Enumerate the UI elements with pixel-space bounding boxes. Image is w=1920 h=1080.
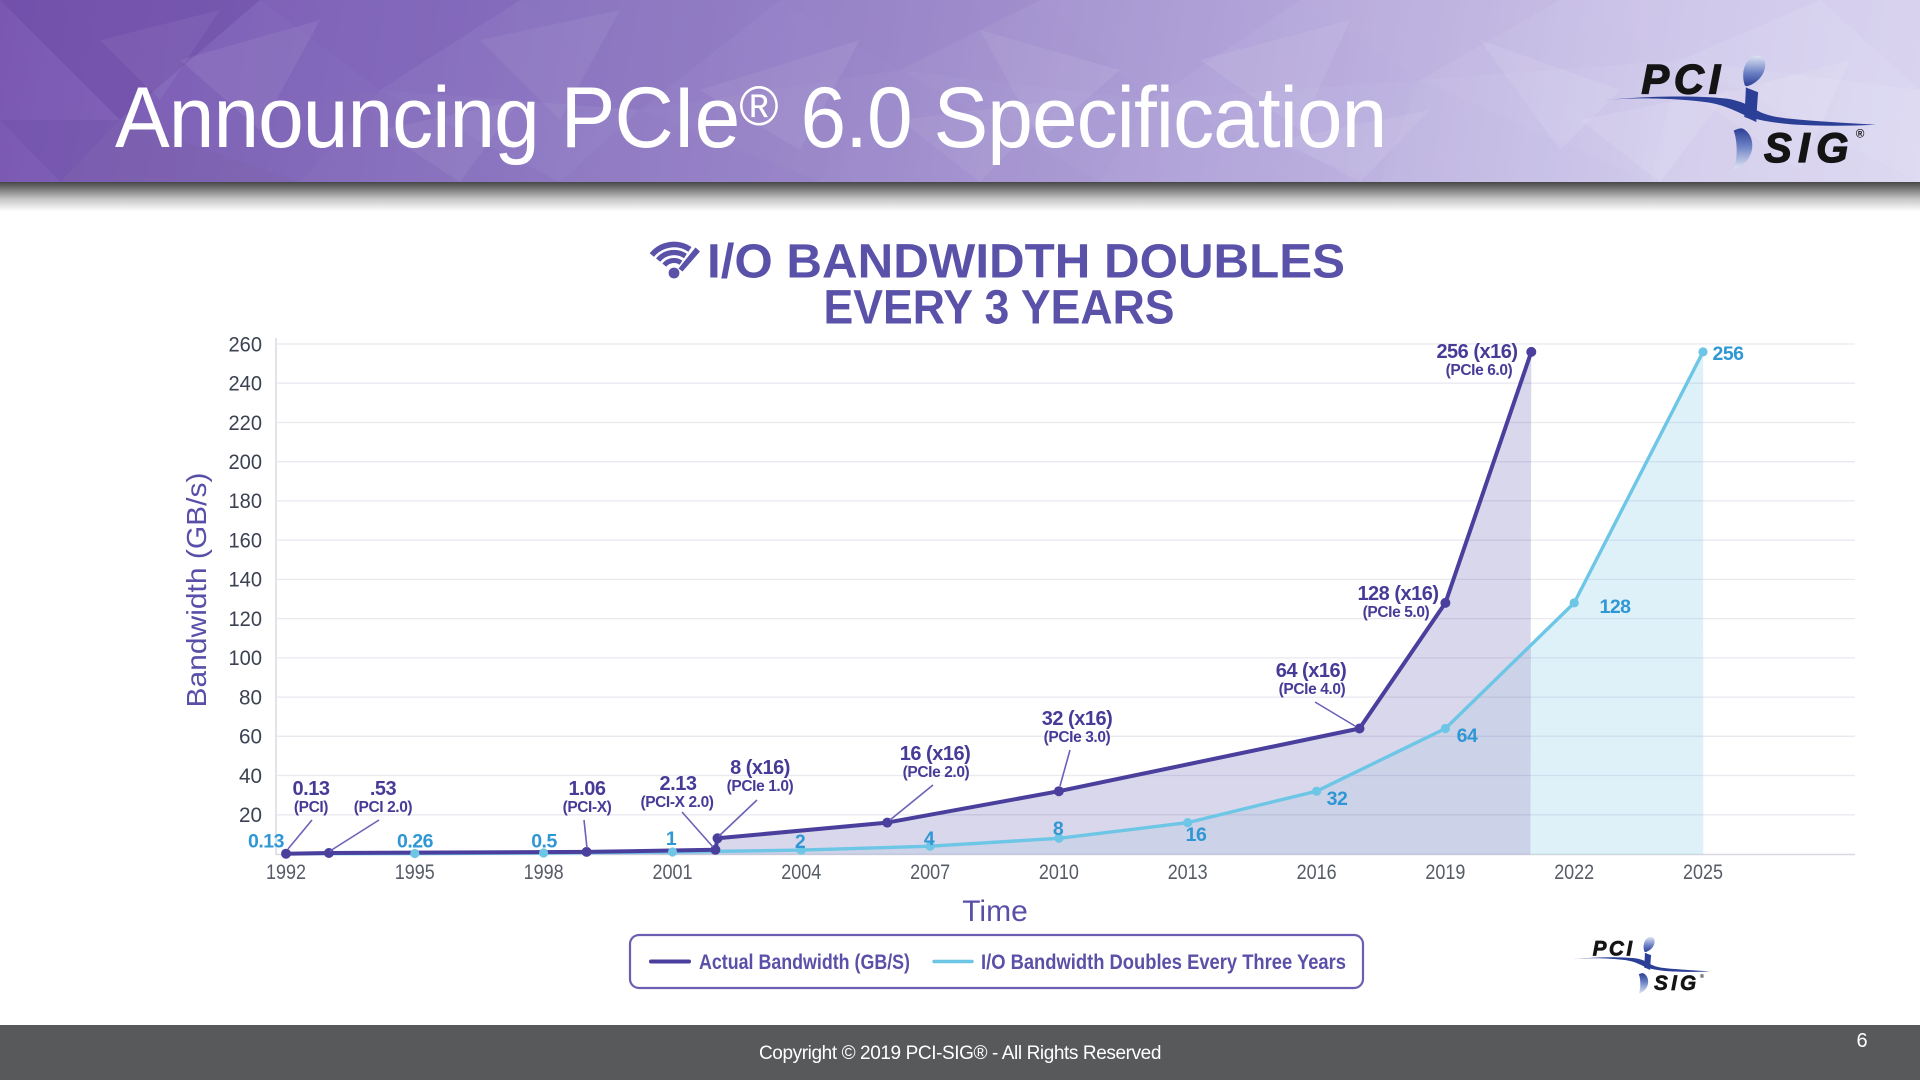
svg-text:260: 260 xyxy=(229,332,263,356)
svg-text:256 (x16): 256 (x16) xyxy=(1436,341,1517,363)
svg-text:128: 128 xyxy=(1599,596,1631,618)
svg-text:1998: 1998 xyxy=(524,860,564,884)
svg-text:2.13: 2.13 xyxy=(660,773,697,795)
svg-text:I/O BANDWIDTH DOUBLES: I/O BANDWIDTH DOUBLES xyxy=(707,236,1345,289)
svg-text:40: 40 xyxy=(239,764,262,788)
svg-text:2001: 2001 xyxy=(653,860,693,884)
svg-text:(PCI-X): (PCI-X) xyxy=(563,799,612,816)
svg-text:0.13: 0.13 xyxy=(293,778,330,800)
svg-text:(PCI 2.0): (PCI 2.0) xyxy=(354,799,413,816)
svg-text:8 (x16): 8 (x16) xyxy=(730,757,790,779)
svg-text:(PCI-X 2.0): (PCI-X 2.0) xyxy=(640,794,713,811)
svg-text:0.13: 0.13 xyxy=(248,831,285,853)
svg-text:1.06: 1.06 xyxy=(569,778,606,800)
svg-text:0.5: 0.5 xyxy=(531,831,557,853)
svg-text:200: 200 xyxy=(229,450,263,474)
svg-text:32: 32 xyxy=(1327,788,1348,810)
svg-text:256: 256 xyxy=(1712,343,1744,365)
svg-text:16: 16 xyxy=(1186,824,1207,846)
svg-text:4: 4 xyxy=(924,828,935,850)
svg-text:2007: 2007 xyxy=(910,860,950,884)
svg-text:1992: 1992 xyxy=(266,860,306,884)
svg-text:100: 100 xyxy=(229,646,263,670)
svg-text:32 (x16): 32 (x16) xyxy=(1042,708,1113,730)
svg-text:20: 20 xyxy=(239,803,262,827)
svg-text:(PCI): (PCI) xyxy=(294,799,328,816)
svg-text:(PCIe 1.0): (PCIe 1.0) xyxy=(727,778,794,795)
svg-text:2019: 2019 xyxy=(1425,860,1465,884)
svg-text:.53: .53 xyxy=(370,778,397,800)
svg-text:0.26: 0.26 xyxy=(397,831,434,853)
svg-text:128 (x16): 128 (x16) xyxy=(1357,583,1438,605)
svg-text:120: 120 xyxy=(229,607,263,631)
svg-text:2013: 2013 xyxy=(1168,860,1208,884)
svg-text:140: 140 xyxy=(229,568,263,592)
svg-text:240: 240 xyxy=(229,372,263,396)
svg-text:I/O Bandwidth Doubles Every Th: I/O Bandwidth Doubles Every Three Years xyxy=(981,951,1346,974)
svg-text:16 (x16): 16 (x16) xyxy=(900,743,971,765)
svg-text:Bandwidth (GB/s): Bandwidth (GB/s) xyxy=(181,473,212,708)
svg-text:2022: 2022 xyxy=(1554,860,1594,884)
svg-text:EVERY 3 YEARS: EVERY 3 YEARS xyxy=(824,282,1175,335)
svg-text:60: 60 xyxy=(239,725,262,749)
svg-text:2: 2 xyxy=(795,831,806,853)
svg-text:2004: 2004 xyxy=(781,860,821,884)
svg-text:64: 64 xyxy=(1457,725,1478,747)
svg-text:(PCIe 2.0): (PCIe 2.0) xyxy=(903,764,970,781)
svg-text:(PCIe 4.0): (PCIe 4.0) xyxy=(1279,681,1346,698)
svg-text:(PCIe 6.0): (PCIe 6.0) xyxy=(1446,362,1513,379)
svg-text:Actual Bandwidth (GB/S): Actual Bandwidth (GB/S) xyxy=(699,951,910,974)
svg-text:160: 160 xyxy=(229,529,263,553)
svg-text:(PCIe 5.0): (PCIe 5.0) xyxy=(1363,604,1430,621)
svg-text:2016: 2016 xyxy=(1297,860,1337,884)
svg-text:180: 180 xyxy=(229,489,263,513)
svg-text:2025: 2025 xyxy=(1683,860,1723,884)
svg-text:Time: Time xyxy=(962,895,1028,928)
svg-text:2010: 2010 xyxy=(1039,860,1079,884)
svg-text:(PCIe 3.0): (PCIe 3.0) xyxy=(1044,729,1111,746)
svg-text:64 (x16): 64 (x16) xyxy=(1276,660,1347,682)
svg-text:1995: 1995 xyxy=(395,860,435,884)
svg-text:80: 80 xyxy=(239,685,262,709)
svg-text:8: 8 xyxy=(1053,818,1064,840)
svg-text:1: 1 xyxy=(666,828,677,850)
svg-text:220: 220 xyxy=(229,411,263,435)
